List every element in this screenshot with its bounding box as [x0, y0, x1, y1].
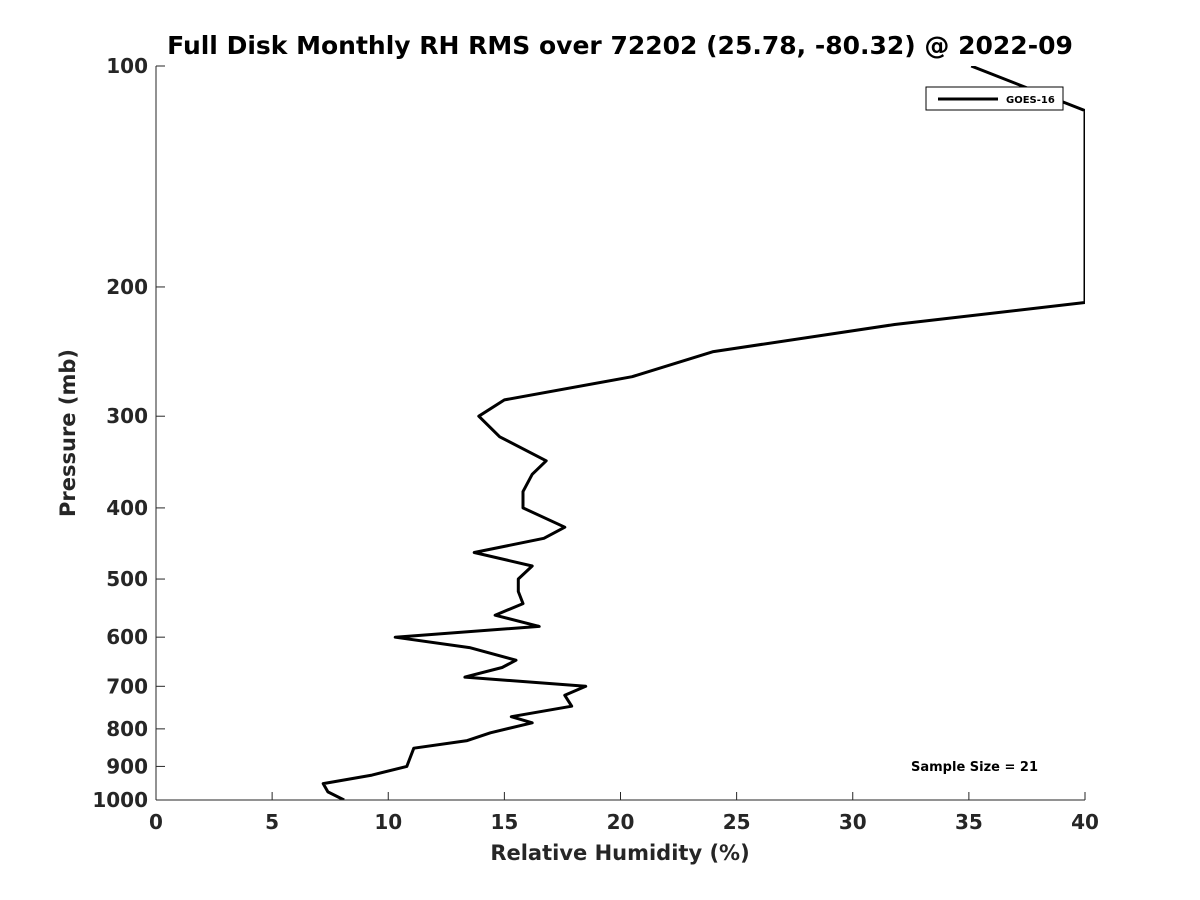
y-tick-label: 1000	[92, 788, 148, 812]
y-tick-label: 100	[106, 54, 148, 78]
y-tick-label: 300	[106, 404, 148, 428]
x-tick-label: 30	[839, 810, 867, 834]
x-axis-label: Relative Humidity (%)	[490, 841, 749, 865]
series-line-goes-16	[321, 66, 1085, 800]
x-tick-label: 15	[490, 810, 518, 834]
y-tick-label: 700	[106, 674, 148, 698]
y-tick-label: 900	[106, 754, 148, 778]
sample-size-annotation: Sample Size = 21	[911, 760, 1038, 775]
y-tick-label: 400	[106, 496, 148, 520]
x-tick-label: 35	[955, 810, 983, 834]
chart-title: Full Disk Monthly RH RMS over 72202 (25.…	[167, 31, 1073, 60]
x-tick-label: 40	[1071, 810, 1099, 834]
legend: GOES-16	[925, 86, 1064, 111]
series-layer	[321, 66, 1085, 800]
x-tick-label: 10	[374, 810, 402, 834]
x-tick-label: 5	[265, 810, 279, 834]
axes-layer: 0 5 10 15 20 25 30 35 40 100 200 300 400 500 600 700 800…	[92, 54, 1099, 834]
y-tick-label: 500	[106, 567, 148, 591]
y-tick-label: 200	[106, 275, 148, 299]
y-tick-label: 600	[106, 625, 148, 649]
y-axis-label: Pressure (mb)	[56, 349, 80, 517]
x-tick-label: 20	[607, 810, 635, 834]
y-tick-label: 800	[106, 717, 148, 741]
legend-label-goes-16: GOES-16	[1006, 95, 1055, 106]
x-tick-label: 0	[149, 810, 163, 834]
x-tick-label: 25	[723, 810, 751, 834]
plot-area: 0 5 10 15 20 25 30 35 40 100 200 300 400 500 600 700 800…	[92, 54, 1099, 834]
